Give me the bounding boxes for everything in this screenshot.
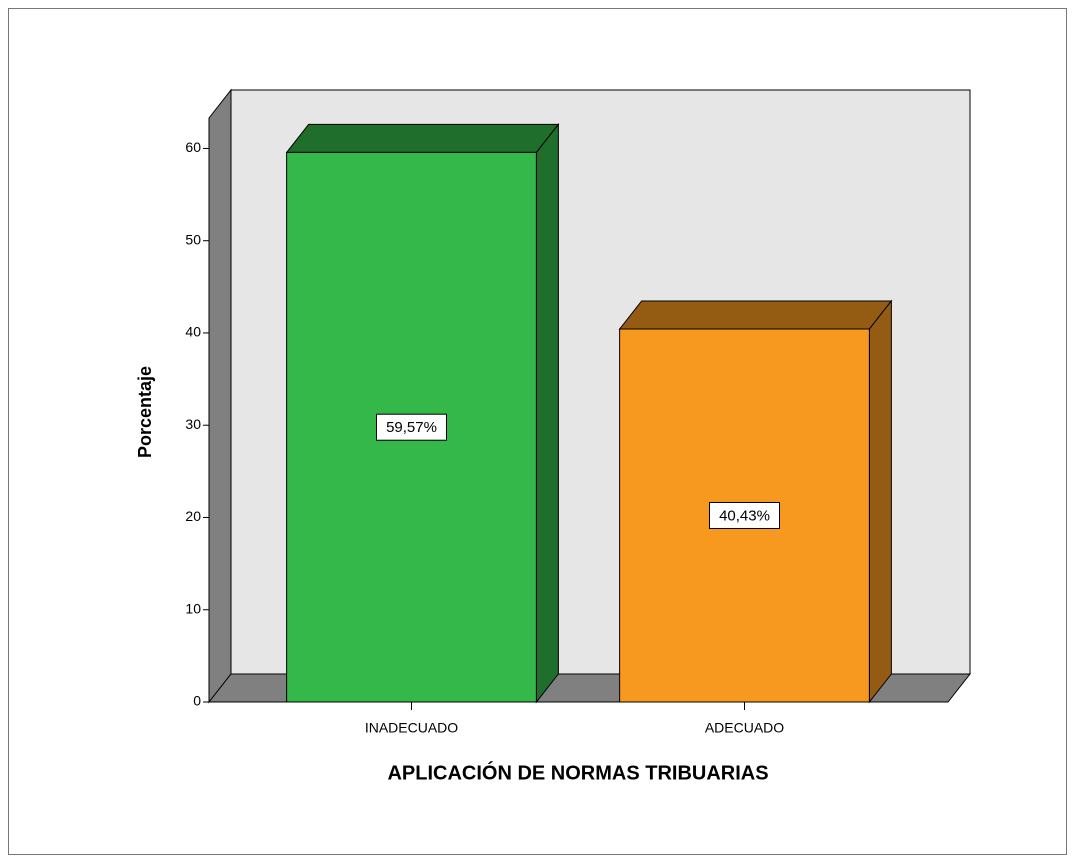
bar-top xyxy=(618,300,893,330)
value-label-box xyxy=(709,501,780,529)
y-tick-label: 20 xyxy=(185,508,201,524)
x-tick-label: ADECUADO xyxy=(705,720,784,736)
y-tick-label: 40 xyxy=(185,324,201,340)
y-axis-title: Porcentaje xyxy=(135,366,155,458)
y-tick-label: 0 xyxy=(193,693,201,709)
y-tick-label: 30 xyxy=(185,416,201,432)
y-tick-label: 50 xyxy=(185,231,201,247)
value-label: 59,57% xyxy=(386,419,437,436)
bar-side xyxy=(868,299,892,704)
x-tick-label: INADECUADO xyxy=(365,720,458,736)
value-label-box xyxy=(376,413,447,441)
x-axis-title: APLICACIÓN DE NORMAS TRIBUARIAS xyxy=(387,760,768,784)
value-label: 40,43% xyxy=(719,507,770,524)
y-tick-label: 60 xyxy=(185,139,201,155)
bar-top xyxy=(285,123,560,153)
bar-side xyxy=(535,122,559,704)
y-tick-label: 10 xyxy=(185,600,201,616)
left-wall xyxy=(208,88,232,704)
